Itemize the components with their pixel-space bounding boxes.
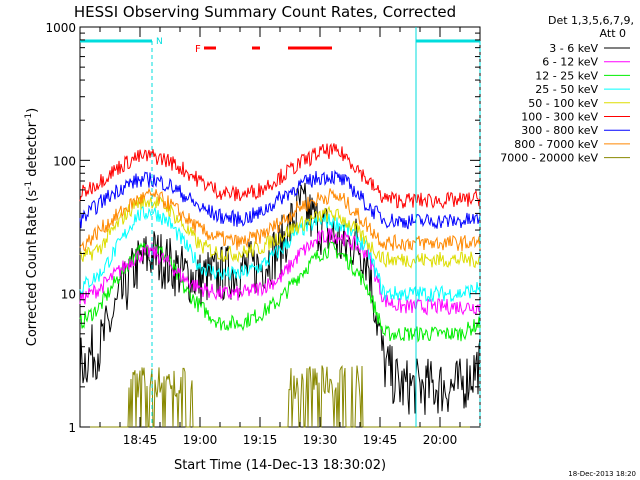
x-tick-label: 19:45 [363, 433, 398, 447]
series-line-6 [79, 142, 481, 210]
y-tick-label: 1000 [45, 21, 76, 35]
y-axis-label-main: Corrected Count Rate (s [25, 190, 40, 347]
y-axis-label-sup1: -1 [24, 181, 34, 190]
legend-label: 12 - 25 keV [535, 69, 598, 82]
series-layer [79, 142, 481, 428]
legend-label: 3 - 6 keV [549, 42, 598, 55]
y-tick-label: 1 [68, 421, 76, 435]
legend-label: 100 - 300 keV [521, 111, 598, 124]
x-axis-label: Start Time (14-Dec-13 18:30:02) [174, 458, 386, 473]
plot-timestamp: 18-Dec-2013 18:20 [568, 470, 636, 478]
x-tick-label: 20:00 [423, 433, 458, 447]
y-axis-label: Corrected Count Rate (s-1 detector-1) [24, 108, 40, 346]
x-tick-label: 19:15 [243, 433, 278, 447]
legend-header-line2: Att 0 [600, 27, 626, 40]
legend-label: 50 - 100 keV [528, 97, 598, 110]
night-marker-label: N [156, 37, 163, 47]
y-axis-label-end: ) [25, 108, 40, 113]
legend-header-line1: Det 1,3,5,6,7,9, [548, 14, 634, 27]
plot-frame [79, 26, 481, 428]
flare-marker-label: F [195, 44, 201, 55]
y-axis-label-sup2: -1 [24, 113, 34, 122]
plot-area [79, 26, 481, 428]
series-line-5 [79, 195, 481, 269]
y-tick-label: 10 [61, 288, 76, 302]
legend-label: 25 - 50 keV [535, 83, 598, 96]
series-line-3 [79, 240, 481, 343]
x-tick-label: 18:45 [123, 433, 158, 447]
y-axis-label-mid: detector [25, 121, 40, 181]
series-line-1 [79, 182, 481, 415]
legend-label: 6 - 12 keV [542, 56, 598, 69]
axis-layer: 1 10 100 1000 18:45 19:00 19:15 19:30 19:45 20:00 [45, 21, 480, 447]
legend-label: 300 - 800 keV [521, 124, 598, 137]
y-tick-label: 100 [53, 154, 76, 168]
annotation-layer: NF [80, 27, 481, 427]
series-line-8 [79, 187, 481, 252]
series-line-4 [79, 204, 481, 302]
legend-label: 7000 - 20000 keV [500, 152, 598, 165]
x-tick-label: 19:30 [303, 433, 338, 447]
series-line-2 [79, 228, 481, 316]
chart-title: HESSI Observing Summary Count Rates, Cor… [74, 3, 456, 21]
series-line-7 [79, 169, 481, 230]
x-tick-label: 19:00 [183, 433, 218, 447]
legend-label: 800 - 7000 keV [514, 138, 598, 151]
